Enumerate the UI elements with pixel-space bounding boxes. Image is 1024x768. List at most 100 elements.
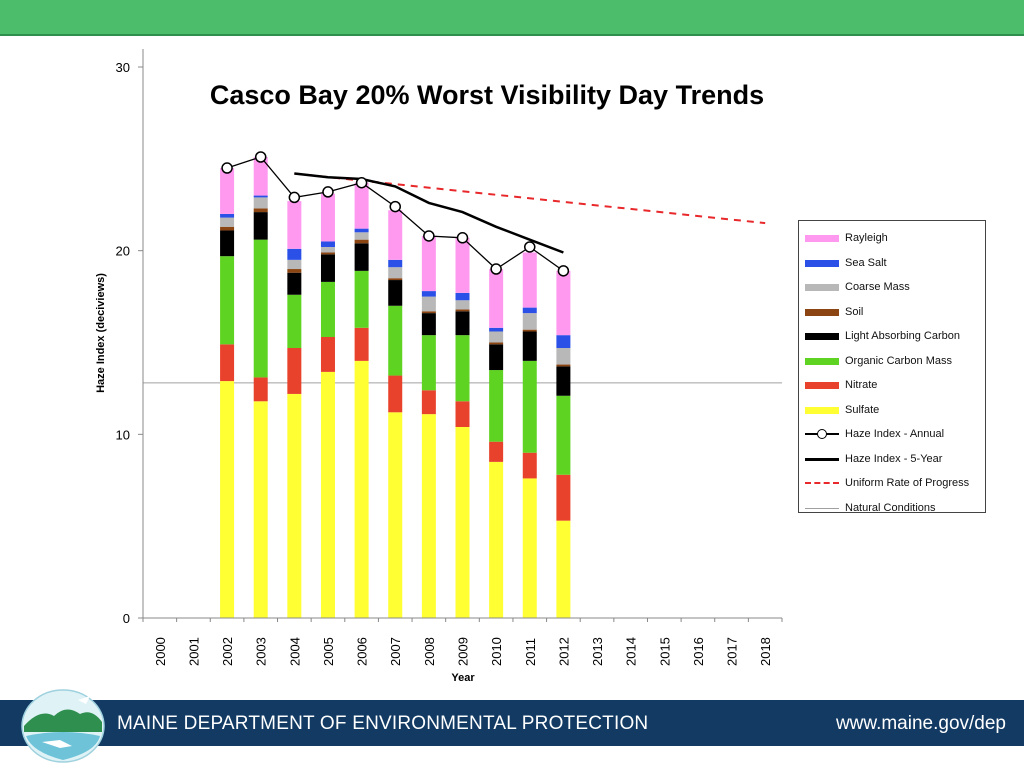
bar-segment-soil-2009 [455,309,470,312]
legend-item-light-absorbing-carbon: Light Absorbing Carbon [799,324,985,349]
bar-segment-coarse-mass-2007 [388,267,403,279]
legend-item-natural-conditions: Natural Conditions [799,496,985,521]
bar-segment-soil-2006 [354,239,369,244]
bar-segment-coarse-mass-2006 [354,232,369,240]
chart-area: Casco Bay 20% Worst Visibility Day Trend… [95,49,783,684]
legend-swatch [805,447,839,471]
legend-swatch-box [805,235,839,243]
legend-item-coarse-mass: Coarse Mass [799,275,985,300]
legend-label: Sea Salt [845,256,887,269]
x-tick-label: 2009 [456,637,471,666]
x-tick-label: 2012 [556,637,571,666]
x-tick-label: 2002 [220,637,235,666]
legend-swatch [805,471,839,495]
y-tick-label: 10 [116,427,130,442]
bar-segment-light-absorbing-carbon-2005 [320,254,335,282]
legend-swatch [805,496,839,520]
legend-label: Organic Carbon Mass [845,354,952,367]
legend-swatch [805,251,839,275]
bar-segment-soil-2004 [287,269,302,273]
bar-segment-sea-salt-2009 [455,292,470,301]
legend-swatch-box [805,382,839,390]
legend-swatch-box [805,308,839,316]
bar-segment-soil-2002 [220,226,235,231]
bar-segment-nitrate-2008 [421,390,436,415]
bar-segment-rayleigh-2009 [455,237,470,293]
legend-label: Soil [845,305,864,318]
y-tick-label: 20 [116,244,130,259]
haze-index-annual-point-2010 [490,263,502,275]
bar-segment-sulfate-2006 [354,360,369,618]
y-tick-label: 30 [116,60,130,75]
footer-agency-name: MAINE DEPARTMENT OF ENVIRONMENTAL PROTEC… [117,713,649,734]
legend-swatch [805,422,839,446]
bar-segment-rayleigh-2010 [489,269,504,328]
legend-label: Sulfate [845,403,880,416]
x-tick-label: 2014 [624,637,639,666]
x-tick-label: 2018 [758,637,773,666]
bar-segment-soil-2012 [556,364,571,367]
haze-index-annual-point-2005 [322,186,334,198]
bar-segment-nitrate-2002 [220,344,235,382]
bar-segment-coarse-mass-2008 [421,296,436,312]
legend-label: Uniform Rate of Progress [845,477,970,490]
legend-swatch-box [805,333,839,341]
legend-item-haze-index-5-year: Haze Index - 5-Year [799,447,985,472]
footer-website-link[interactable]: www.maine.gov/dep [835,713,1006,734]
bar-segment-light-absorbing-carbon-2010 [489,344,504,371]
bar-segment-soil-2007 [388,278,403,281]
x-tick-label: 2001 [186,637,201,666]
x-tick-label: 2000 [153,637,168,666]
bar-segment-sulfate-2012 [556,520,571,618]
bar-segment-sulfate-2010 [489,461,504,618]
bar-segment-sulfate-2004 [287,393,302,618]
bar-segment-coarse-mass-2004 [287,259,302,270]
legend-label: Haze Index - Annual [845,428,945,441]
bar-segment-sea-salt-2010 [489,327,504,332]
legend-item-sulfate: Sulfate [799,398,985,423]
legend-label: Light Absorbing Carbon [845,330,960,343]
legend-swatch [805,275,839,299]
legend-swatch [805,324,839,348]
legend-label: Coarse Mass [845,281,910,294]
bar-segment-sulfate-2011 [522,478,537,618]
bar-segment-coarse-mass-2009 [455,300,470,310]
haze-index-annual-point-2008 [423,230,435,242]
haze-index-annual-point-2007 [389,200,401,213]
bar-segment-coarse-mass-2011 [522,313,537,330]
x-tick-label: 2017 [725,637,740,666]
top-accent-edge [0,34,1024,36]
bar-segment-light-absorbing-carbon-2004 [287,272,302,295]
bar-segment-organic-carbon-mass-2005 [320,281,335,337]
legend-swatch [805,373,839,397]
y-axis-label: Haze Index (deciviews) [95,273,107,393]
bar-segment-sea-salt-2003 [253,195,268,198]
bar-segment-nitrate-2009 [455,401,470,427]
bar-segment-sea-salt-2008 [421,291,436,297]
bar-segment-rayleigh-2011 [522,252,537,308]
legend-swatch [805,349,839,373]
bar-segment-sea-salt-2002 [220,213,235,218]
bar-segment-coarse-mass-2005 [320,246,335,253]
bar-segment-nitrate-2010 [489,441,504,462]
bar-segment-nitrate-2004 [287,348,302,394]
x-tick-label: 2008 [422,637,437,666]
bar-segment-rayleigh-2002 [220,168,235,214]
bar-segment-rayleigh-2012 [556,270,571,336]
legend-swatch-box [805,284,839,292]
x-axis-label: Year [451,672,475,684]
bar-segment-sulfate-2003 [253,401,268,618]
haze-index-annual-point-2009 [456,232,469,244]
x-tick-label: 2015 [657,637,672,666]
bar-segment-rayleigh-2006 [354,182,369,229]
bar-segment-sulfate-2002 [220,381,235,618]
bar-segment-sea-salt-2012 [556,335,571,349]
bar-segment-nitrate-2005 [320,336,335,372]
maine-dep-logo-icon [21,689,105,763]
chart-title: Casco Bay 20% Worst Visibility Day Trend… [210,80,764,110]
bar-segment-soil-2003 [253,208,268,213]
bar-segment-soil-2008 [421,311,436,314]
bar-segment-nitrate-2003 [253,377,268,402]
bar-segment-light-absorbing-carbon-2011 [522,331,537,361]
top-accent-band [0,0,1024,34]
